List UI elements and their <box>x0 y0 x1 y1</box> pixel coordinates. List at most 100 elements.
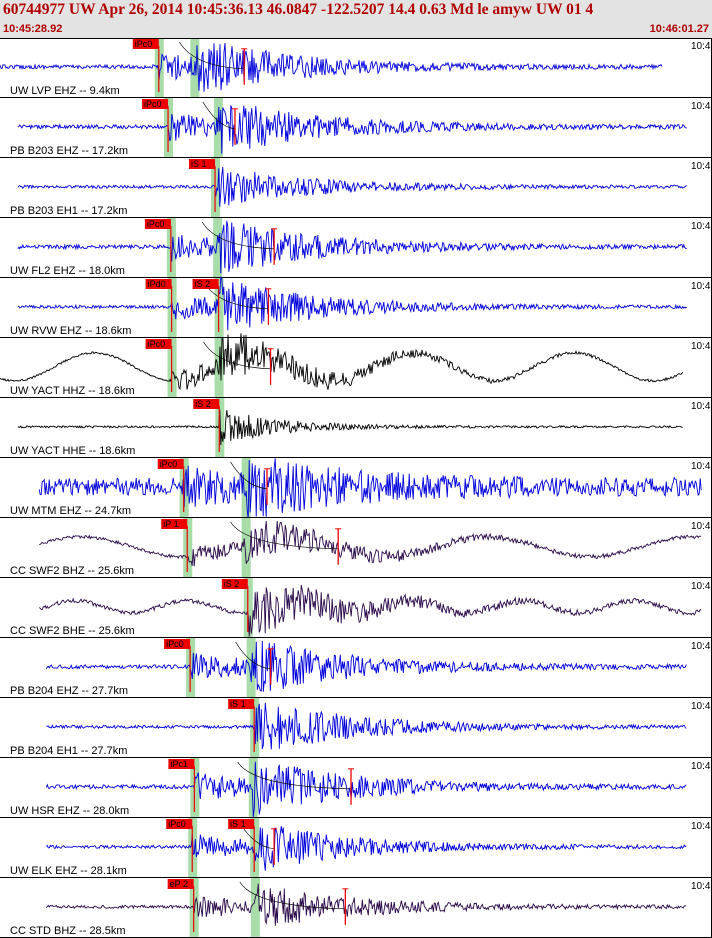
station-label: UW RVW EHZ -- 18.6km <box>10 325 131 337</box>
pick-label: iPc1 <box>170 759 188 769</box>
pick-label: iPc0 <box>144 99 162 109</box>
waveform <box>46 702 687 750</box>
pick-label-box[interactable] <box>167 879 194 889</box>
station-label: UW YACT HHE -- 18.6km <box>10 445 135 457</box>
station-label: UW LVP EHZ -- 9.4km <box>10 85 120 97</box>
trace-panel[interactable]: iPc0 UW FL2 EHZ -- 18.0km 10:4 <box>0 218 712 278</box>
waveform <box>17 409 683 446</box>
s-pick-window <box>248 758 258 818</box>
pick-label-box[interactable] <box>142 99 169 109</box>
pick-label-box[interactable] <box>157 459 184 469</box>
pick-label: iP 1 <box>163 519 178 529</box>
coda-curve <box>201 221 275 250</box>
pick-label: iS 1 <box>230 819 246 829</box>
station-label: CC SWF2 BHZ -- 25.6km <box>10 565 134 577</box>
pick-label: iS 2 <box>224 579 240 589</box>
trace-panel[interactable]: iPc1 UW HSR EHZ -- 28.0km 10:4 <box>0 758 712 818</box>
trace-panel[interactable]: iPc0 UW MTM EHZ -- 24.7km 10:4 <box>0 458 712 519</box>
trace-panel[interactable]: iPc0 UW LVP EHZ -- 9.4km 10:4 <box>0 38 712 98</box>
station-label: PB B204 EHZ -- 27.7km <box>10 685 128 697</box>
panel-time-label: 10:4 <box>691 401 711 412</box>
pick-label: iPc0 <box>147 219 165 229</box>
coda-curve <box>230 521 339 550</box>
coda-curve <box>179 41 245 70</box>
start-time: 10:45:28.92 <box>3 23 63 35</box>
panel-time-label: 10:4 <box>691 281 711 292</box>
s-pick-window <box>241 518 251 578</box>
seismogram-plot[interactable]: iPc0 UW LVP EHZ -- 9.4km 10:4 iPc0 PB B203 E… <box>0 38 712 938</box>
station-label: UW YACT HHZ -- 18.6km <box>10 385 135 397</box>
waveform <box>17 105 687 154</box>
trace-panel[interactable]: iS 2 UW YACT HHE -- 18.6km 10:4 <box>0 398 712 458</box>
trace-panel[interactable]: iPc0 PB B203 EHZ -- 17.2km 10:4 <box>0 98 712 158</box>
panel-time-label: 10:4 <box>691 161 711 172</box>
pick-label: iS 1 <box>230 699 246 709</box>
pick-label-box[interactable] <box>145 339 172 349</box>
station-label: CC STD BHZ -- 28.5km <box>10 925 126 937</box>
panel-time-label: 10:4 <box>691 521 711 532</box>
s-pick-window <box>241 458 251 518</box>
pick-label: iS 1 <box>191 159 207 169</box>
pick-label: iS 2 <box>195 279 211 289</box>
panel-time-label: 10:4 <box>691 221 711 232</box>
pick-label-box[interactable] <box>192 279 219 289</box>
header-bar: 60744977 UW Apr 26, 2014 10:45:36.13 46.… <box>0 0 712 38</box>
end-time: 10:46:01.27 <box>649 23 709 35</box>
pick-label-box[interactable] <box>132 39 159 49</box>
pick-label: iPc0 <box>135 39 153 49</box>
station-label: UW FL2 EHZ -- 18.0km <box>10 265 125 277</box>
trace-panel[interactable]: iPc0 UW YACT HHZ -- 18.6km 10:4 <box>0 333 712 398</box>
pick-label-box[interactable] <box>228 699 255 709</box>
waveform <box>17 220 687 274</box>
pick-label-box[interactable] <box>161 519 188 529</box>
pick-label: iPd0 <box>148 279 166 289</box>
panel-time-label: 10:4 <box>691 41 711 52</box>
pick-label-box[interactable] <box>189 159 216 169</box>
station-label: CC SWF2 BHE -- 25.6km <box>10 625 135 637</box>
waveform <box>0 42 663 92</box>
pick-label-box[interactable] <box>144 219 171 229</box>
panel-time-label: 10:4 <box>691 641 711 652</box>
panel-time-label: 10:4 <box>691 701 711 712</box>
pick-label: eP 2 <box>170 879 188 889</box>
pick-label-box[interactable] <box>164 639 191 649</box>
waveform <box>45 761 687 817</box>
pick-label-box[interactable] <box>221 579 248 589</box>
trace-panel[interactable]: iP 1 CC SWF2 BHZ -- 25.6km 10:4 <box>0 518 712 578</box>
panel-time-label: 10:4 <box>691 761 711 772</box>
station-label: UW ELK EHZ -- 28.1km <box>10 865 127 877</box>
trace-panel[interactable]: iPd0 iS 2 UW RVW EHZ -- 18.6km 10:4 <box>0 276 712 338</box>
s-pick-window <box>250 878 260 938</box>
trace-panel[interactable]: iS 2 CC SWF2 BHE -- 25.6km 10:4 <box>0 578 712 638</box>
station-label: UW MTM EHZ -- 24.7km <box>10 505 131 517</box>
trace-panel[interactable]: iS 1 PB B203 EH1 -- 17.2km 10:4 <box>0 158 712 218</box>
waveform <box>45 640 687 692</box>
panel-time-label: 10:4 <box>691 881 711 892</box>
waveform <box>39 584 702 637</box>
trace-panel[interactable]: iPc0 PB B204 EHZ -- 27.7km 10:4 <box>0 638 712 698</box>
coda-curve <box>202 101 236 130</box>
pick-label-box[interactable] <box>193 399 220 409</box>
s-pick-window <box>246 638 256 698</box>
coda-curve <box>203 341 271 370</box>
waveform <box>39 520 702 567</box>
waveform <box>0 333 684 391</box>
waveform <box>17 276 688 331</box>
pick-label: iPc0 <box>166 639 184 649</box>
pick-label-box[interactable] <box>166 819 193 829</box>
panel-time-label: 10:4 <box>691 821 711 832</box>
panel-time-label: 10:4 <box>691 461 711 472</box>
pick-label-box[interactable] <box>145 279 172 289</box>
station-label: PB B203 EH1 -- 17.2km <box>10 205 127 217</box>
trace-panel[interactable]: eP 2 CC STD BHZ -- 28.5km 10:4 <box>0 878 712 938</box>
trace-panel[interactable]: iS 1 PB B204 EH1 -- 27.7km 10:4 <box>0 698 712 758</box>
pick-label-box[interactable] <box>228 819 255 829</box>
station-label: UW HSR EHZ -- 28.0km <box>10 805 129 817</box>
pick-label-box[interactable] <box>168 759 195 769</box>
pick-label: iPc0 <box>148 339 166 349</box>
panel-time-label: 10:4 <box>691 581 711 592</box>
trace-panel[interactable]: iPc0 iS 1 UW ELK EHZ -- 28.1km 10:4 <box>0 818 712 878</box>
coda-curve <box>230 461 268 490</box>
s-pick-window <box>213 218 223 278</box>
pick-label: iS 2 <box>195 399 211 409</box>
